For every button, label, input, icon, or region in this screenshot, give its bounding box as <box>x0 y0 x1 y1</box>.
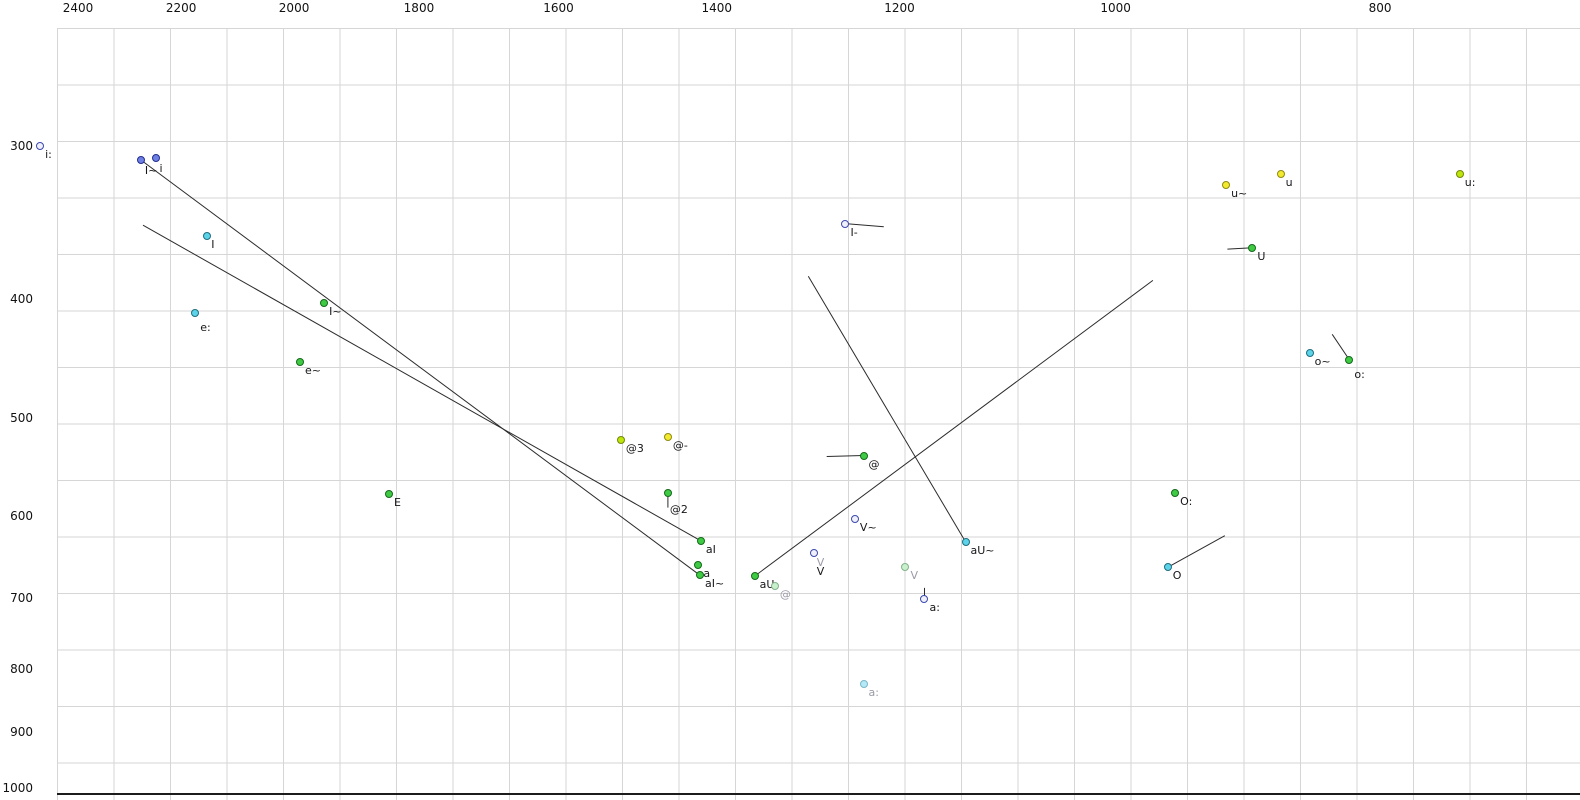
point-label: U <box>1257 249 1266 263</box>
y-tick-label: 700 <box>10 590 33 605</box>
data-point <box>770 582 779 591</box>
data-point <box>151 154 160 163</box>
grid <box>57 28 1580 800</box>
point-label: I~ <box>144 164 158 178</box>
point-label: i <box>159 162 163 176</box>
y-tick-label: 800 <box>10 662 33 677</box>
point-label: I~ <box>329 305 342 319</box>
y-tick-label: 600 <box>10 508 33 523</box>
data-point <box>191 308 200 317</box>
data-point <box>750 572 759 581</box>
data-point <box>696 571 704 580</box>
x-tick-label: 2200 <box>165 1 197 15</box>
data-point <box>616 436 625 445</box>
x-tick-label: 800 <box>1368 1 1392 15</box>
x-tick-label: 1200 <box>884 1 915 15</box>
data-point <box>961 537 970 546</box>
data-point <box>1305 348 1314 357</box>
point-label: o~ <box>1314 354 1331 368</box>
point-label: @2 <box>669 502 688 516</box>
data-point <box>36 142 45 150</box>
point-label: aI~ <box>705 577 725 591</box>
data-point <box>696 536 705 545</box>
data-point <box>385 489 394 498</box>
data-point <box>1222 181 1231 190</box>
x-tick-label: 1800 <box>403 1 435 15</box>
point-label: O <box>1172 569 1182 583</box>
data-point <box>1455 169 1464 178</box>
point-label: V <box>816 565 825 579</box>
data-point <box>663 433 672 442</box>
point-label: I- <box>850 225 858 239</box>
point-label: u~ <box>1231 187 1248 201</box>
point-label: aU~ <box>970 543 995 557</box>
data-point <box>203 231 212 240</box>
data-point <box>663 488 672 497</box>
data-point <box>809 549 818 558</box>
point-label: u: <box>1464 175 1476 189</box>
point-label: e: <box>200 320 211 334</box>
data-point <box>320 299 329 308</box>
data-point <box>1171 488 1180 497</box>
x-tick-label: 1000 <box>1100 1 1131 15</box>
data-point <box>1345 355 1354 364</box>
data-point <box>901 563 910 572</box>
x-tick-label: 1400 <box>701 1 733 15</box>
point-label: @- <box>672 439 688 453</box>
point-label: @3 <box>625 442 644 456</box>
data-point <box>1276 169 1285 178</box>
data-point <box>136 156 145 165</box>
data-point <box>694 560 703 569</box>
x-tick-label: 2400 <box>62 1 94 15</box>
point-label: @ <box>868 457 880 471</box>
y-tick-label: 500 <box>10 411 33 426</box>
data-point <box>859 451 868 460</box>
point-label: aU <box>759 578 775 592</box>
point-label: a: <box>868 686 879 700</box>
x-tick-label: 2000 <box>278 1 310 15</box>
point-label: @ <box>779 588 791 602</box>
point-label: u <box>1285 175 1293 189</box>
point-label: I <box>211 237 215 251</box>
y-tick-label: 400 <box>10 292 33 307</box>
point-label: V~ <box>859 521 877 535</box>
point-label: V <box>910 569 918 583</box>
point-label: a <box>703 566 711 580</box>
x-axis-line <box>57 793 1580 795</box>
data-point <box>850 515 859 524</box>
point-label: O: <box>1180 494 1193 508</box>
x-tick-label: 1600 <box>543 1 574 15</box>
point-label: E <box>394 495 401 509</box>
data-point <box>859 680 868 689</box>
y-tick-label: 1000 <box>2 781 33 796</box>
data-point <box>1248 243 1257 252</box>
point-label: V <box>816 556 825 570</box>
data-point <box>296 358 305 367</box>
data-point <box>920 595 929 604</box>
point-label: aI <box>705 542 716 556</box>
y-tick-label: 300 <box>10 139 33 153</box>
point-label: o: <box>1354 367 1365 381</box>
data-point <box>1163 563 1172 572</box>
y-tick-label: 900 <box>10 724 33 739</box>
point-label: e~ <box>305 364 321 378</box>
point-label: i: <box>45 148 52 161</box>
data-point <box>841 219 850 228</box>
point-label: a: <box>929 601 940 615</box>
